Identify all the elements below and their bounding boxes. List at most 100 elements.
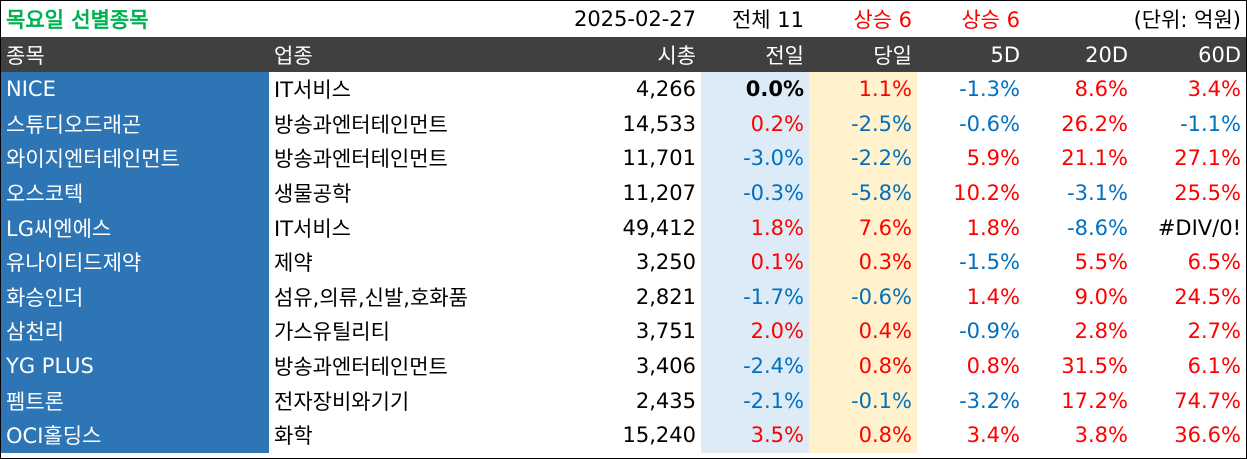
change-60d: 6.1%	[1187, 354, 1241, 379]
change-60d: 6.5%	[1187, 250, 1241, 275]
change-60d: 25.5%	[1174, 181, 1241, 206]
change-20d: 31.5%	[1061, 354, 1128, 379]
stock-sector: 화학	[274, 424, 313, 449]
change-today: 7.6%	[809, 210, 917, 245]
change-today: 0.8%	[809, 348, 917, 384]
change-20d: 3.8%	[1074, 423, 1128, 448]
change-prev: -1.7%	[701, 279, 809, 315]
title-spacer	[269, 1, 519, 37]
stock-name: 화승인더	[1, 279, 269, 315]
up-count-5d: 상승 6	[961, 8, 1020, 32]
change-5d: -1.3%	[959, 77, 1020, 102]
stock-sector: 가스유틸리티	[274, 320, 390, 345]
stock-cap: 15,240	[622, 423, 696, 448]
change-5d: 5.9%	[966, 146, 1020, 171]
table-row: OCI홀딩스 화학 15,240 3.5% 0.8% 3.4% 3.8% 36.6%	[1, 418, 1246, 453]
header-cap: 시총	[657, 43, 696, 68]
change-5d: 3.4%	[966, 423, 1020, 448]
change-20d: 17.2%	[1061, 388, 1128, 413]
change-today: -2.2%	[809, 141, 917, 176]
table-title: 목요일 선별종목	[6, 8, 149, 32]
table-row: 스튜디오드래곤 방송과엔터테인먼트 14,533 0.2% -2.5% -0.6% 26.2…	[1, 106, 1246, 142]
stock-name: 스튜디오드래곤	[1, 106, 269, 142]
change-5d: -0.9%	[959, 319, 1020, 344]
total-count: 전체 11	[731, 8, 804, 32]
stock-name: YG PLUS	[1, 348, 269, 384]
table-row: 삼천리 가스유틸리티 3,751 2.0% 0.4% -0.9% 2.8% 2.7%	[1, 314, 1246, 349]
change-prev: -2.4%	[701, 348, 809, 384]
unit-label: (단위: 억원)	[1133, 8, 1241, 32]
change-prev: -2.1%	[701, 383, 809, 418]
change-60d: 2.7%	[1187, 319, 1241, 344]
change-prev: 0.2%	[701, 106, 809, 142]
stock-cap: 2,821	[635, 284, 696, 309]
title-spacer-2	[1025, 1, 1133, 37]
change-today: -5.8%	[809, 175, 917, 211]
change-prev: -3.0%	[701, 141, 809, 176]
header-5d: 5D	[990, 42, 1020, 67]
header-60d: 60D	[1198, 42, 1241, 67]
stock-cap: 49,412	[622, 215, 696, 240]
change-20d: -8.6%	[1067, 215, 1128, 240]
stock-name: OCI홀딩스	[1, 418, 269, 453]
change-today: -0.1%	[809, 383, 917, 418]
stock-cap: 3,250	[635, 250, 696, 275]
stock-sector: 생물공학	[274, 182, 352, 207]
change-today: 1.1%	[809, 72, 917, 107]
change-prev: -0.3%	[701, 175, 809, 211]
up-count-today: 상승 6	[853, 8, 912, 32]
stock-sector: 섬유,의류,신발,호화품	[274, 285, 468, 310]
stock-name: 유나이티드제약	[1, 245, 269, 280]
stock-sector: 방송과엔터테인먼트	[274, 147, 448, 172]
stock-cap: 2,435	[635, 388, 696, 413]
stock-sector: 방송과엔터테인먼트	[274, 112, 448, 137]
table-date: 2025-02-27	[573, 7, 696, 31]
stock-name: 삼천리	[1, 314, 269, 349]
stock-name: 와이지엔터테인먼트	[1, 141, 269, 176]
change-20d: -3.1%	[1067, 181, 1128, 206]
change-today: -2.5%	[809, 106, 917, 142]
header-sector: 업종	[274, 43, 313, 68]
stock-sector: 전자장비와기기	[274, 389, 410, 414]
table-row: 와이지엔터테인먼트 방송과엔터테인먼트 11,701 -3.0% -2.2% 5.9% 21…	[1, 141, 1246, 176]
change-today: 0.4%	[809, 314, 917, 349]
stock-sector: 방송과엔터테인먼트	[274, 355, 448, 380]
table-row: 오스코텍 생물공학 11,207 -0.3% -5.8% 10.2% -3.1% 25.5%	[1, 175, 1246, 211]
change-60d: 36.6%	[1174, 423, 1241, 448]
change-5d: -0.6%	[959, 111, 1020, 136]
table-row: YG PLUS 방송과엔터테인먼트 3,406 -2.4% 0.8% 0.8% 31.5% 6…	[1, 348, 1246, 384]
stock-cap: 3,751	[635, 319, 696, 344]
stock-name: 오스코텍	[1, 175, 269, 211]
change-20d: 5.5%	[1074, 250, 1128, 275]
change-20d: 8.6%	[1074, 77, 1128, 102]
change-5d: -1.5%	[959, 250, 1020, 275]
stock-name: 펨트론	[1, 383, 269, 418]
stock-name: NICE	[1, 72, 269, 107]
stock-cap: 11,207	[622, 181, 696, 206]
change-5d: 1.4%	[966, 284, 1020, 309]
change-today: 0.8%	[809, 418, 917, 453]
stock-cap: 11,701	[622, 146, 696, 171]
stock-cap: 3,406	[635, 354, 696, 379]
change-60d: -1.1%	[1180, 111, 1241, 136]
stock-sector: 제약	[274, 251, 313, 276]
change-prev: 3.5%	[701, 418, 809, 453]
change-60d: #DIV/0!	[1157, 215, 1241, 240]
change-prev: 2.0%	[701, 314, 809, 349]
header-today: 당일	[873, 43, 912, 68]
header-row: 종목 업종 시총 전일 당일 5D 20D 60D	[1, 37, 1246, 72]
table-row: 유나이티드제약 제약 3,250 0.1% 0.3% -1.5% 5.5% 6.5%	[1, 245, 1246, 280]
change-prev: 0.0%	[701, 72, 809, 107]
change-20d: 9.0%	[1074, 284, 1128, 309]
stock-cap: 4,266	[635, 77, 696, 102]
change-60d: 74.7%	[1174, 388, 1241, 413]
change-today: 0.3%	[809, 245, 917, 280]
change-prev: 1.8%	[701, 210, 809, 245]
table-row: 펨트론 전자장비와기기 2,435 -2.1% -0.1% -3.2% 17.2% 74.7%	[1, 383, 1246, 418]
header-name: 종목	[6, 43, 45, 68]
change-prev: 0.1%	[701, 245, 809, 280]
change-5d: 1.8%	[966, 215, 1020, 240]
change-20d: 26.2%	[1061, 111, 1128, 136]
stock-name: LG씨엔에스	[1, 210, 269, 245]
